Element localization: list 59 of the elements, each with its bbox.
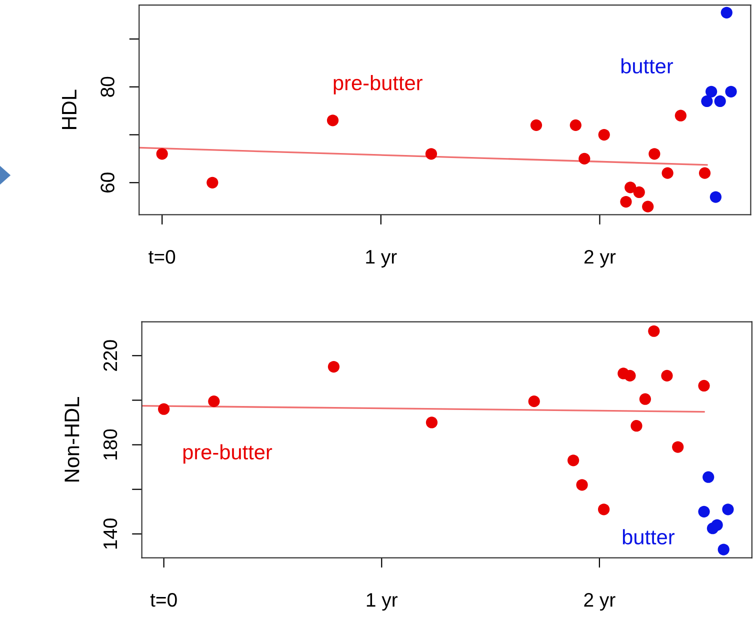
y-tick-label: 80	[100, 76, 114, 97]
series-label: pre-butter	[334, 74, 422, 94]
point	[701, 95, 713, 108]
series-label: pre-butter	[183, 444, 272, 464]
point	[578, 152, 590, 165]
y-tick-label: 220	[103, 340, 118, 371]
x-tick-label: t=0	[148, 250, 176, 264]
point	[576, 479, 588, 491]
point	[570, 119, 582, 131]
x-tick-label: 2 yr	[584, 250, 616, 268]
point	[702, 471, 714, 483]
point	[725, 86, 737, 98]
point	[710, 191, 722, 203]
point	[662, 167, 674, 179]
point	[528, 396, 540, 408]
point	[598, 504, 610, 516]
point	[630, 420, 642, 432]
point	[633, 186, 645, 198]
point	[530, 119, 542, 131]
point	[698, 380, 710, 392]
point	[642, 200, 654, 212]
point	[206, 176, 218, 188]
x-tick-label: 1 yr	[366, 593, 398, 611]
point	[158, 403, 170, 415]
x-tick-label: 2 yr	[584, 593, 616, 611]
x-tick-label: 1 yr	[366, 250, 397, 268]
point	[568, 454, 580, 466]
point	[698, 506, 710, 518]
point	[624, 370, 636, 382]
series-label: butter	[621, 58, 674, 74]
point	[639, 393, 651, 405]
point	[624, 182, 636, 194]
point	[598, 128, 610, 141]
point	[720, 6, 732, 18]
point	[698, 167, 711, 179]
point	[706, 86, 718, 98]
point	[425, 148, 438, 160]
point	[661, 370, 673, 382]
x-tick-label: t=0	[150, 593, 177, 607]
point	[620, 196, 632, 208]
point	[718, 544, 730, 556]
point	[648, 325, 660, 337]
point	[714, 95, 726, 108]
point	[648, 148, 660, 160]
y-axis-title: HDL	[62, 90, 76, 129]
point	[156, 148, 168, 160]
y-tick-label: 60	[100, 172, 114, 192]
point	[426, 416, 438, 428]
point	[674, 110, 686, 122]
point	[328, 360, 340, 373]
y-tick-label: 140	[103, 518, 118, 549]
y-tick-label: 180	[103, 429, 118, 460]
y-axis-title: Non-HDL	[64, 397, 80, 482]
point	[711, 519, 723, 531]
point	[672, 441, 684, 453]
point	[722, 504, 734, 516]
point	[326, 114, 339, 126]
series-label: butter	[622, 529, 674, 544]
point	[208, 396, 220, 408]
